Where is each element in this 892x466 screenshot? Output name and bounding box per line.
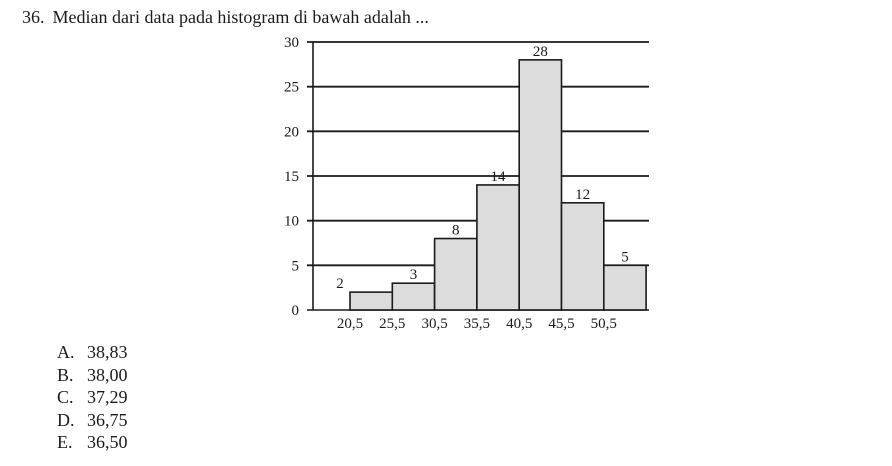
option-value: 36,75 [87, 409, 128, 430]
option-letter: E. [57, 432, 73, 452]
histogram-bar [391, 282, 436, 311]
option-b[interactable]: B. 38,00 [57, 364, 128, 387]
question-text: Median dari data pada histogram di bawah… [52, 7, 429, 27]
histogram-bar [602, 264, 647, 311]
x-tick-label: 50,5 [591, 316, 617, 332]
histogram-bar [476, 184, 520, 311]
bar-value-label: 2 [336, 276, 344, 292]
y-tick-label: 15 [284, 169, 299, 185]
bar-value-label: 12 [575, 187, 590, 203]
x-tick-label: 40,5 [506, 316, 532, 332]
histogram-bars [349, 59, 647, 311]
x-tick-label: 30,5 [421, 316, 447, 332]
y-tick-label: 20 [284, 124, 299, 140]
y-tick-label: 25 [284, 80, 299, 96]
option-value: 37,29 [87, 387, 128, 407]
question: 36. Median dari data pada histogram di ba… [22, 7, 429, 28]
x-tick-label: 25,5 [379, 316, 405, 332]
x-tick-label: 20,5 [337, 316, 363, 332]
x-tick-label: 35,5 [464, 316, 490, 332]
bar-value-label: 28 [533, 44, 548, 60]
option-value: 38,00 [87, 364, 128, 385]
question-number: 36. [22, 7, 45, 27]
y-axis-tick-labels: 0 5 10 15 20 25 30 [284, 35, 299, 319]
option-letter: A. [57, 342, 75, 362]
option-letter: C. [57, 387, 74, 407]
option-letter: B. [57, 364, 74, 385]
x-axis-tick-labels: 20,5 25,5 30,5 35,5 40,5 45,5 50,5 [337, 316, 617, 332]
y-tick-label: 0 [292, 303, 300, 319]
bar-value-label: 3 [410, 267, 418, 283]
option-value: 38,83 [87, 342, 128, 362]
histogram-bar [518, 59, 563, 311]
option-value: 36,50 [87, 432, 128, 452]
option-e[interactable]: E. 36,50 [57, 431, 128, 454]
answer-options: A. 38,83 B. 38,00 C. 37,29 D. 36,75 E. 36,50 [57, 341, 128, 454]
bar-value-label: 14 [491, 169, 507, 185]
option-c[interactable]: C. 37,29 [57, 386, 128, 409]
histogram-bar [349, 291, 394, 311]
bar-value-labels: 2 3 8 14 28 12 5 [336, 44, 628, 292]
histogram-bar [560, 202, 605, 311]
option-letter: D. [57, 409, 75, 430]
option-a[interactable]: A. 38,83 [57, 341, 128, 364]
y-tick-label: 30 [284, 35, 299, 51]
y-tick-label: 5 [292, 258, 300, 274]
histogram-bar [433, 237, 478, 311]
y-tick-label: 10 [284, 214, 299, 230]
bar-value-label: 8 [452, 223, 460, 239]
x-tick-label: 45,5 [548, 316, 574, 332]
bar-value-label: 5 [621, 249, 629, 265]
option-d[interactable]: D. 36,75 [57, 409, 128, 432]
